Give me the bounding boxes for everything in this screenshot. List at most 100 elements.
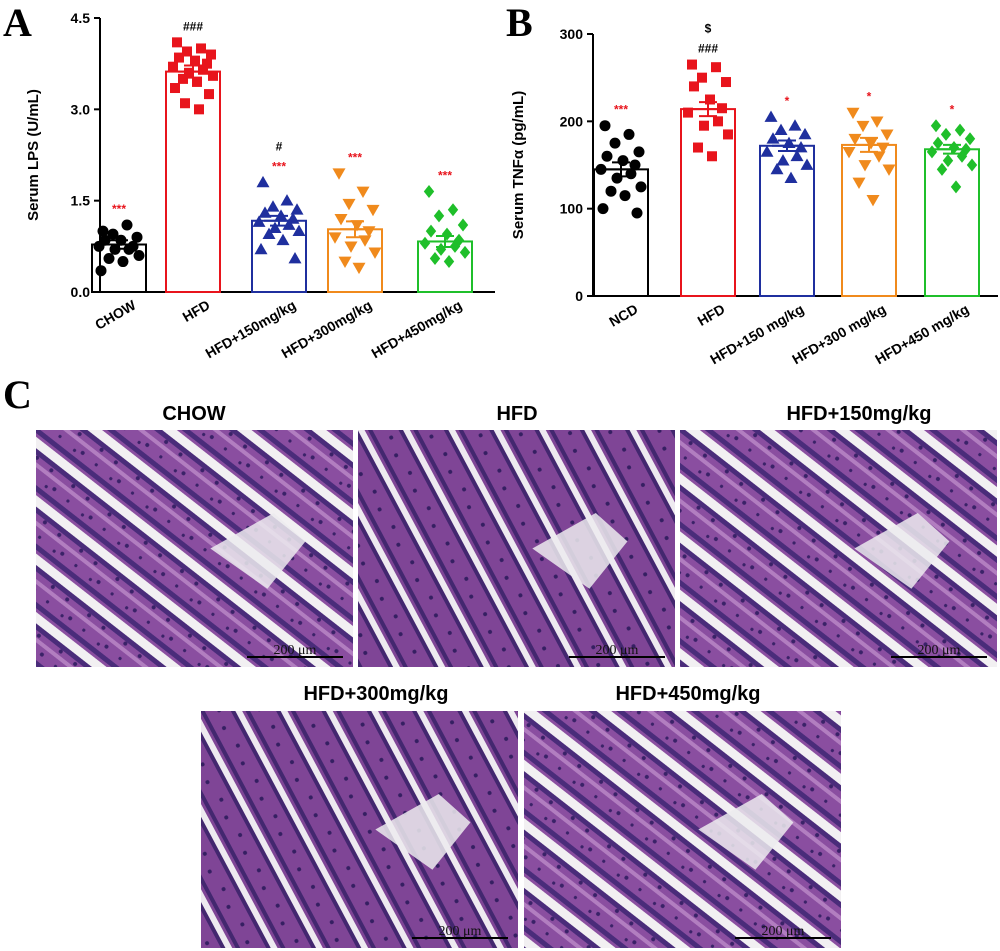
point-hfd300 [338,256,352,269]
point-chow [617,155,629,167]
significance-label: * [785,94,790,108]
point-hfd [180,98,190,109]
point-hfd300 [332,168,346,180]
point-hfd150 [776,154,790,166]
point-hfd300 [328,232,342,244]
error-bar-chow [104,239,134,250]
point-hfd450 [457,218,469,232]
point-chow [623,128,635,140]
point-hfd300 [848,133,862,146]
significance-label: $ [705,22,712,36]
point-hfd [204,89,214,100]
scale-bar-label: 200 μm [918,643,961,658]
point-hfd150 [790,149,804,162]
point-hfd [687,59,697,70]
point-hfd300 [858,160,872,172]
micrograph-title: HFD+300mg/kg [303,683,448,705]
scale-bar-label: 200 μm [274,643,317,658]
chart-a-serum-lps: 0.0 1.5 3.0 4.5 Serum LPS (U/mL) *** CHOW ### HF… [25,10,495,361]
point-hfd [713,116,723,127]
histology-image [358,430,675,667]
point-hfd300 [368,247,382,259]
error-bar-hfd150 [264,214,294,227]
error-bar-hfd150 [772,139,802,153]
point-hfd300 [334,214,348,226]
point-hfd450 [441,227,453,241]
point-hfd450 [449,239,461,253]
lumen-area [854,512,950,589]
point-chow [635,181,647,193]
point-chow [619,190,631,202]
panel-b-letter: B [506,0,533,45]
scale-bar-label: 200 μm [439,924,482,939]
histology-image [201,711,518,948]
point-hfd [194,104,204,115]
category-label-hfd: HFD [695,301,728,329]
y-tick-label: 0.0 [71,284,91,300]
point-hfd [192,76,202,87]
point-hfd [697,72,707,83]
error-bar-hfd300 [340,220,370,239]
point-hfd150 [774,123,788,135]
micrograph-title: CHOW [162,403,225,425]
bar-hfd450 [924,148,980,297]
micrograph-title: HFD [496,403,537,425]
y-tick-label: 1.5 [71,193,91,209]
point-chow [121,219,133,231]
point-hfd150 [288,252,302,264]
point-hfd150 [290,203,304,215]
y-axis-title: Serum TNFα (pg/mL) [510,91,527,239]
point-hfd [182,46,192,57]
y-tick-label: 300 [560,26,584,42]
point-hfd150 [800,158,814,170]
point-hfd [206,49,216,60]
point-hfd450 [932,136,944,150]
point-hfd [184,67,194,78]
point-hfd300 [846,107,860,120]
point-hfd [721,77,731,88]
point-hfd150 [266,200,280,212]
point-chow [131,231,143,243]
point-chow [595,163,607,175]
point-hfd300 [344,241,358,253]
point-chow [123,243,135,255]
y-tick-label: 0 [575,288,583,304]
lumen-area [698,793,794,870]
point-chow [95,265,107,277]
point-hfd [178,73,188,84]
point-hfd450 [926,145,938,159]
point-chow [601,150,613,162]
point-hfd300 [872,151,886,163]
significance-label: *** [112,202,126,216]
point-hfd300 [358,235,372,247]
point-hfd450 [459,245,471,259]
point-chow [599,120,611,132]
point-hfd450 [447,203,459,217]
point-hfd [689,81,699,92]
panel-a-letter: A [3,0,32,45]
point-hfd [208,70,218,81]
point-hfd [168,61,178,72]
category-label-chow: NCD [606,301,640,330]
error-bar-hfd450 [937,143,967,155]
point-hfd150 [262,227,276,240]
point-hfd450 [930,119,942,133]
point-hfd300 [342,198,356,211]
point-hfd450 [433,209,445,223]
point-hfd450 [429,252,441,266]
point-hfd150 [256,175,270,188]
point-hfd150 [292,224,306,236]
point-chow [631,207,643,219]
significance-label: *** [348,150,362,164]
histology-image [524,711,841,948]
point-hfd450 [936,162,948,176]
micrograph: HFD+450mg/kg 200 μm [524,683,841,948]
point-hfd150 [770,162,784,175]
point-chow [629,159,641,171]
error-bar-hfd [178,64,208,79]
point-hfd300 [880,129,894,141]
point-hfd150 [282,218,296,230]
error-bar-hfd450 [430,234,460,248]
y-tick-label: 4.5 [71,10,91,26]
point-hfd300 [352,262,366,275]
